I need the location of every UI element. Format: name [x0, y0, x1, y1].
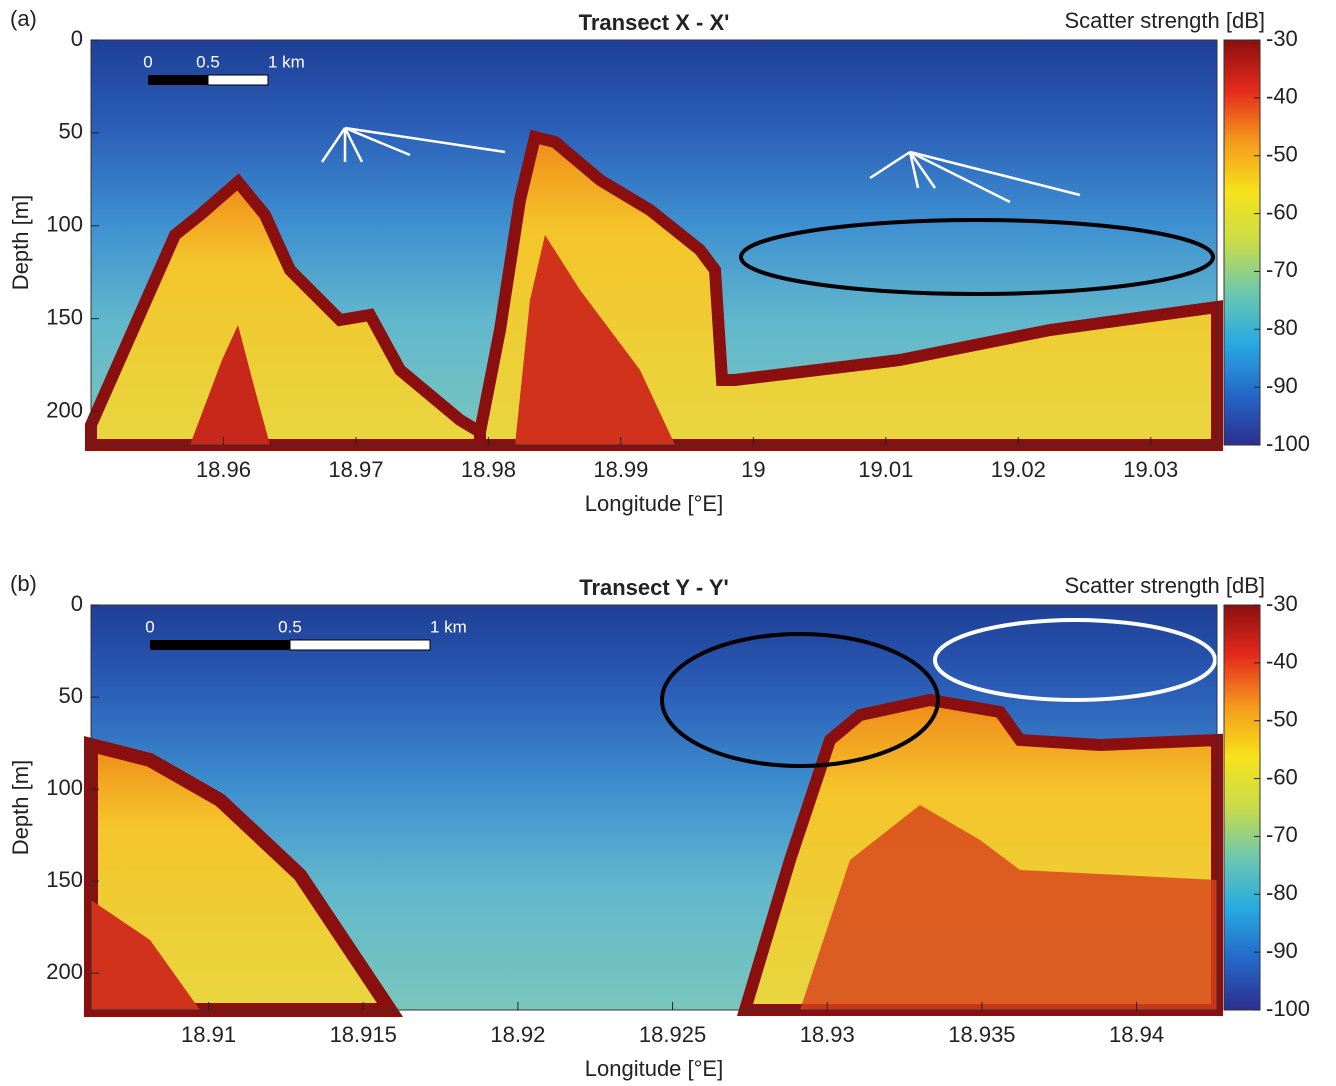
chart-title: Transect Y - Y' — [579, 575, 729, 600]
x-tick-label: 19 — [741, 457, 765, 482]
colorbar-tick-label: -90 — [1266, 373, 1298, 398]
colorbar-tick-label: -30 — [1266, 26, 1298, 51]
x-tick-label: 18.97 — [328, 457, 383, 482]
y-tick-label: 0 — [71, 591, 83, 616]
y-tick-label: 50 — [59, 683, 83, 708]
colorbar-tick-label: -70 — [1266, 822, 1298, 847]
x-axis-label: Longitude [°E] — [585, 491, 723, 516]
colorbar-label: Scatter strength [dB] — [1064, 8, 1265, 33]
axes-frame — [90, 39, 1218, 446]
scale-bar-label: 0 — [143, 52, 152, 71]
scale-bar-white — [289, 639, 431, 651]
colorbar-tick-label: -100 — [1266, 996, 1310, 1021]
colorbar-tick-label: -50 — [1266, 142, 1298, 167]
x-tick-label: 18.98 — [461, 457, 516, 482]
colorbar-tick-label: -60 — [1266, 199, 1298, 224]
scale-bar-label: 1 km — [268, 52, 305, 71]
scale-bar-label: 0 — [145, 617, 154, 636]
y-tick-label: 100 — [46, 212, 83, 237]
colorbar-tick-label: -90 — [1266, 938, 1298, 963]
x-tick-label: 19.03 — [1123, 457, 1178, 482]
y-axis-label: Depth [m] — [8, 760, 33, 855]
x-tick-label: 19.01 — [858, 457, 913, 482]
x-tick-label: 18.94 — [1109, 1022, 1164, 1047]
colorbar-tick-label: -70 — [1266, 257, 1298, 282]
x-tick-label: 18.99 — [593, 457, 648, 482]
x-tick-label: 18.92 — [490, 1022, 545, 1047]
colorbar-tick-label: -80 — [1266, 315, 1298, 340]
scale-bar-white — [207, 74, 269, 86]
y-tick-label: 50 — [59, 119, 83, 144]
scale-bar-label: 0.5 — [196, 52, 220, 71]
colorbar-label: Scatter strength [dB] — [1064, 573, 1265, 598]
scale-bar-label: 1 km — [430, 617, 467, 636]
x-tick-label: 18.915 — [330, 1022, 397, 1047]
colorbar-tick-label: -100 — [1266, 431, 1310, 456]
panel-label: (b) — [10, 571, 37, 596]
x-tick-label: 18.96 — [196, 457, 251, 482]
colorbar — [1223, 39, 1261, 446]
scale-bar-label: 0.5 — [278, 617, 302, 636]
y-tick-label: 0 — [71, 26, 83, 51]
colorbar-tick-label: -60 — [1266, 764, 1298, 789]
chart-title: Transect X - X' — [579, 10, 730, 35]
colorbar-tick-label: -30 — [1266, 591, 1298, 616]
x-tick-label: 18.935 — [948, 1022, 1015, 1047]
scale-bar-black — [148, 75, 208, 85]
y-tick-label: 200 — [46, 959, 83, 984]
y-tick-label: 150 — [46, 867, 83, 892]
axes-frame — [90, 604, 1218, 1011]
scale-bar-black — [150, 640, 290, 650]
y-axis-label: Depth [m] — [8, 195, 33, 290]
echogram-a — [85, 40, 1223, 451]
x-axis-label: Longitude [°E] — [585, 1056, 723, 1081]
x-tick-label: 18.91 — [181, 1022, 236, 1047]
y-tick-label: 150 — [46, 304, 83, 329]
colorbar — [1223, 604, 1261, 1011]
y-tick-label: 200 — [46, 397, 83, 422]
x-tick-label: 18.925 — [639, 1022, 706, 1047]
x-tick-label: 18.93 — [800, 1022, 855, 1047]
colorbar-tick-label: -40 — [1266, 84, 1298, 109]
y-tick-label: 100 — [46, 775, 83, 800]
colorbar-tick-label: -50 — [1266, 707, 1298, 732]
x-tick-label: 19.02 — [991, 457, 1046, 482]
colorbar-tick-label: -80 — [1266, 880, 1298, 905]
echogram-b — [84, 605, 1223, 1017]
panel-label: (a) — [10, 6, 37, 31]
colorbar-tick-label: -40 — [1266, 649, 1298, 674]
